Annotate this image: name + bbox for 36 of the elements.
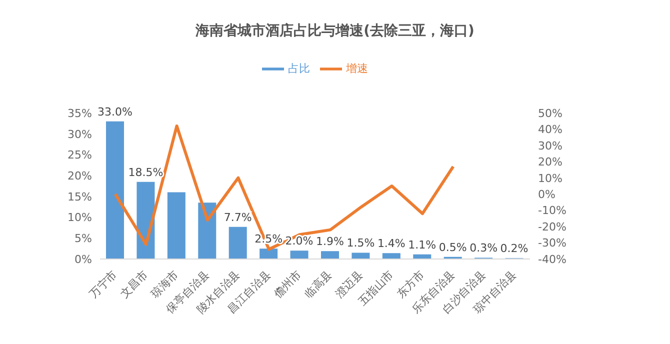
data-label: 33.0% [98,105,132,118]
legend-label: 增速 [346,62,368,76]
y-tick-label: 30% [68,128,92,141]
y2-tick-label: -20% [538,220,566,234]
y-tick-label: 35% [68,106,92,120]
data-label: 0.3% [470,242,498,255]
data-label: 7.7% [224,210,252,224]
chart-title: 海南省城市酒店占比与增速(去除三亚，海口) [194,22,476,40]
data-label: 2.0% [285,234,314,248]
y2-tick-label: 40% [538,123,562,136]
y-tick-label: 10% [68,211,92,224]
y-tick-label: 5% [74,232,92,246]
data-label: 0.2% [500,242,528,256]
y-tick-label: 20% [68,169,92,182]
y-tick-label: 0% [74,252,92,266]
y2-tick-label: -10% [538,204,566,218]
y-tick-label: 15% [68,190,92,204]
data-label: 0.5% [438,240,467,254]
y2-tick-label: 10% [538,172,562,185]
data-label: 1.5% [346,236,375,250]
y2-tick-label: 30% [538,139,562,152]
x-tick-label: 儋州市 [271,268,304,301]
data-label: 1.4% [377,237,406,250]
y2-tick-label: 20% [538,156,562,169]
y2-tick-label: -40% [538,252,566,266]
data-label: 1.9% [316,235,344,248]
x-tick-label: 临高县 [302,268,335,301]
x-tick-label: 文昌市 [118,268,150,301]
data-label: 1.1% [408,238,436,252]
y2-tick-label: 0% [538,188,556,202]
data-label: 18.5% [128,166,164,179]
y-tick-label: 25% [68,148,92,162]
x-tick-label: 万宁市 [87,268,120,301]
y2-tick-label: -30% [538,236,566,250]
y2-tick-label: 50% [538,106,562,120]
legend-label: 占比 [288,62,310,76]
